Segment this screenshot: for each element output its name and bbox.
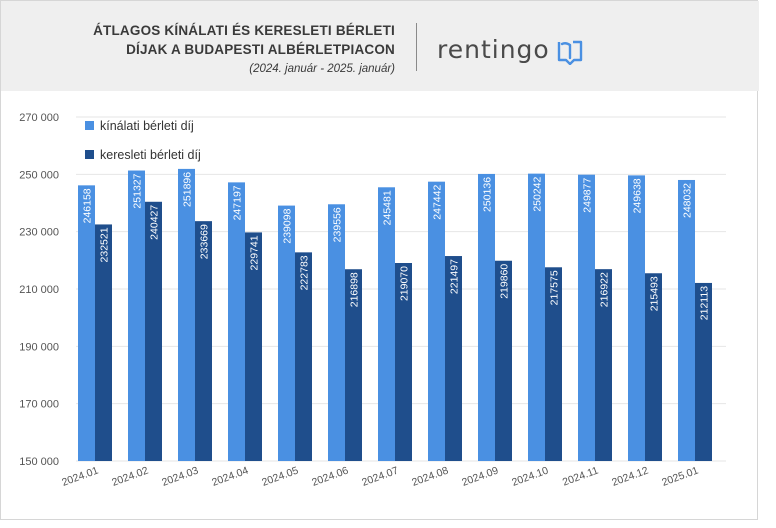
x-tick-label: 2024.11 xyxy=(561,464,600,488)
x-tick-label: 2024.09 xyxy=(460,464,500,488)
legend: kínálati bérleti díj keresleti bérleti dí… xyxy=(85,119,201,162)
x-tick-label: 2024.12 xyxy=(610,464,650,488)
bar-kinalati xyxy=(178,168,195,461)
bar-kinalati xyxy=(678,179,695,462)
y-tick-label: 230 000 xyxy=(19,227,59,239)
x-tick-label: 2025.01 xyxy=(660,464,700,488)
bar-value-label: 248032 xyxy=(682,183,694,218)
x-tick-label: 2024.03 xyxy=(160,464,200,488)
chart-title-line1: ÁTLAGOS KÍNÁLATI ÉS KERESLETI BÉRLETI xyxy=(93,23,395,38)
bar-value-label: 216922 xyxy=(599,272,611,307)
x-tick-label: 2024.02 xyxy=(110,464,150,488)
y-tick-label: 170 000 xyxy=(19,399,59,411)
bar-value-label: 212113 xyxy=(699,286,711,320)
bar-kinalati xyxy=(128,170,145,461)
bar-value-label: 249877 xyxy=(582,178,594,213)
bar-value-label: 217575 xyxy=(549,270,561,305)
bar-kinalati xyxy=(428,181,445,461)
bar-value-label: 240427 xyxy=(149,205,161,240)
bar-value-label: 222783 xyxy=(299,255,311,290)
x-tick-label: 2024.04 xyxy=(210,464,250,488)
bar-value-label: 249638 xyxy=(632,178,644,213)
bar-keresleti xyxy=(345,269,362,461)
y-tick-label: 190 000 xyxy=(19,341,59,353)
bar-value-label: 221497 xyxy=(449,259,461,294)
chart-title-line2: DÍJAK A BUDAPESTI ALBÉRLETPIACON xyxy=(126,42,395,57)
bar-kinalati xyxy=(578,174,595,461)
bar-value-label: 246158 xyxy=(82,188,94,223)
bars: 246158 232521 251327 240427 251896 233669 2471… xyxy=(78,168,712,462)
bar-keresleti xyxy=(395,262,412,461)
bar-value-label: 245481 xyxy=(382,190,394,225)
bar-keresleti xyxy=(295,252,312,461)
legend-label: keresleti bérleti díj xyxy=(100,148,201,162)
bar-value-label: 251327 xyxy=(132,173,144,208)
bar-chart: 150 000 170 000 190 000 210 000 230 000 250 0… xyxy=(19,112,726,489)
y-tick-label: 210 000 xyxy=(19,284,59,296)
bar-keresleti xyxy=(495,260,512,461)
y-tick-label: 270 000 xyxy=(19,112,59,124)
bar-kinalati xyxy=(228,182,245,461)
x-tick-label: 2024.05 xyxy=(260,464,300,488)
legend-swatch xyxy=(85,121,94,130)
chart-title-block: ÁTLAGOS KÍNÁLATI ÉS KERESLETI BÉRLETI DÍ… xyxy=(93,21,395,78)
x-tick-label: 2024.07 xyxy=(360,464,400,488)
header-banner: ÁTLAGOS KÍNÁLATI ÉS KERESLETI BÉRLETI DÍ… xyxy=(1,1,759,91)
legend-swatch xyxy=(85,150,94,159)
bar-keresleti xyxy=(95,224,112,461)
bar-value-label: 229741 xyxy=(249,235,261,270)
bar-keresleti xyxy=(595,269,612,461)
bar-value-label: 239098 xyxy=(282,208,294,243)
bar-kinalati xyxy=(528,173,545,462)
map-pin-book-icon xyxy=(557,40,583,65)
bar-keresleti xyxy=(695,282,712,461)
bar-value-label: 239556 xyxy=(332,207,344,242)
logo-text: rentingo xyxy=(437,35,550,64)
chart-subtitle: (2024. január - 2025. január) xyxy=(249,63,395,75)
bar-value-label: 251896 xyxy=(182,172,194,207)
bar-kinalati xyxy=(328,204,345,461)
header-divider xyxy=(416,23,417,71)
x-axis-ticks: 2024.01 2024.02 2024.03 2024.04 2024.05 2024.… xyxy=(60,464,700,488)
bar-kinalati xyxy=(78,185,95,461)
x-tick-label: 2024.08 xyxy=(410,464,450,488)
bar-value-label: 215493 xyxy=(649,276,661,311)
bar-keresleti xyxy=(145,201,162,461)
bar-keresleti xyxy=(545,267,562,461)
x-tick-label: 2024.06 xyxy=(310,464,350,488)
bar-value-label: 250136 xyxy=(482,177,494,212)
bar-kinalati xyxy=(478,173,495,461)
bar-value-label: 233669 xyxy=(199,224,211,259)
bar-value-label: 219860 xyxy=(499,264,511,299)
bar-kinalati xyxy=(628,175,645,461)
bar-value-label: 216898 xyxy=(349,272,361,307)
bar-keresleti xyxy=(645,273,662,461)
bar-value-label: 219070 xyxy=(399,266,411,301)
bar-value-label: 247442 xyxy=(432,185,444,220)
bar-keresleti xyxy=(445,256,462,461)
x-tick-label: 2024.10 xyxy=(510,464,550,488)
bar-value-label: 232521 xyxy=(99,227,111,262)
legend-label: kínálati bérleti díj xyxy=(100,119,194,133)
bar-keresleti xyxy=(245,232,262,461)
bar-keresleti xyxy=(195,221,212,461)
chart-frame: ÁTLAGOS KÍNÁLATI ÉS KERESLETI BÉRLETI DÍ… xyxy=(0,0,759,520)
bar-kinalati xyxy=(378,187,395,461)
x-tick-label: 2024.01 xyxy=(60,464,100,488)
bar-value-label: 247197 xyxy=(232,185,244,220)
y-tick-label: 250 000 xyxy=(19,169,59,181)
y-tick-label: 150 000 xyxy=(19,456,59,468)
y-axis-ticks: 150 000 170 000 190 000 210 000 230 000 250 0… xyxy=(19,112,59,468)
bar-value-label: 250242 xyxy=(532,176,544,211)
bar-kinalati xyxy=(278,205,295,461)
